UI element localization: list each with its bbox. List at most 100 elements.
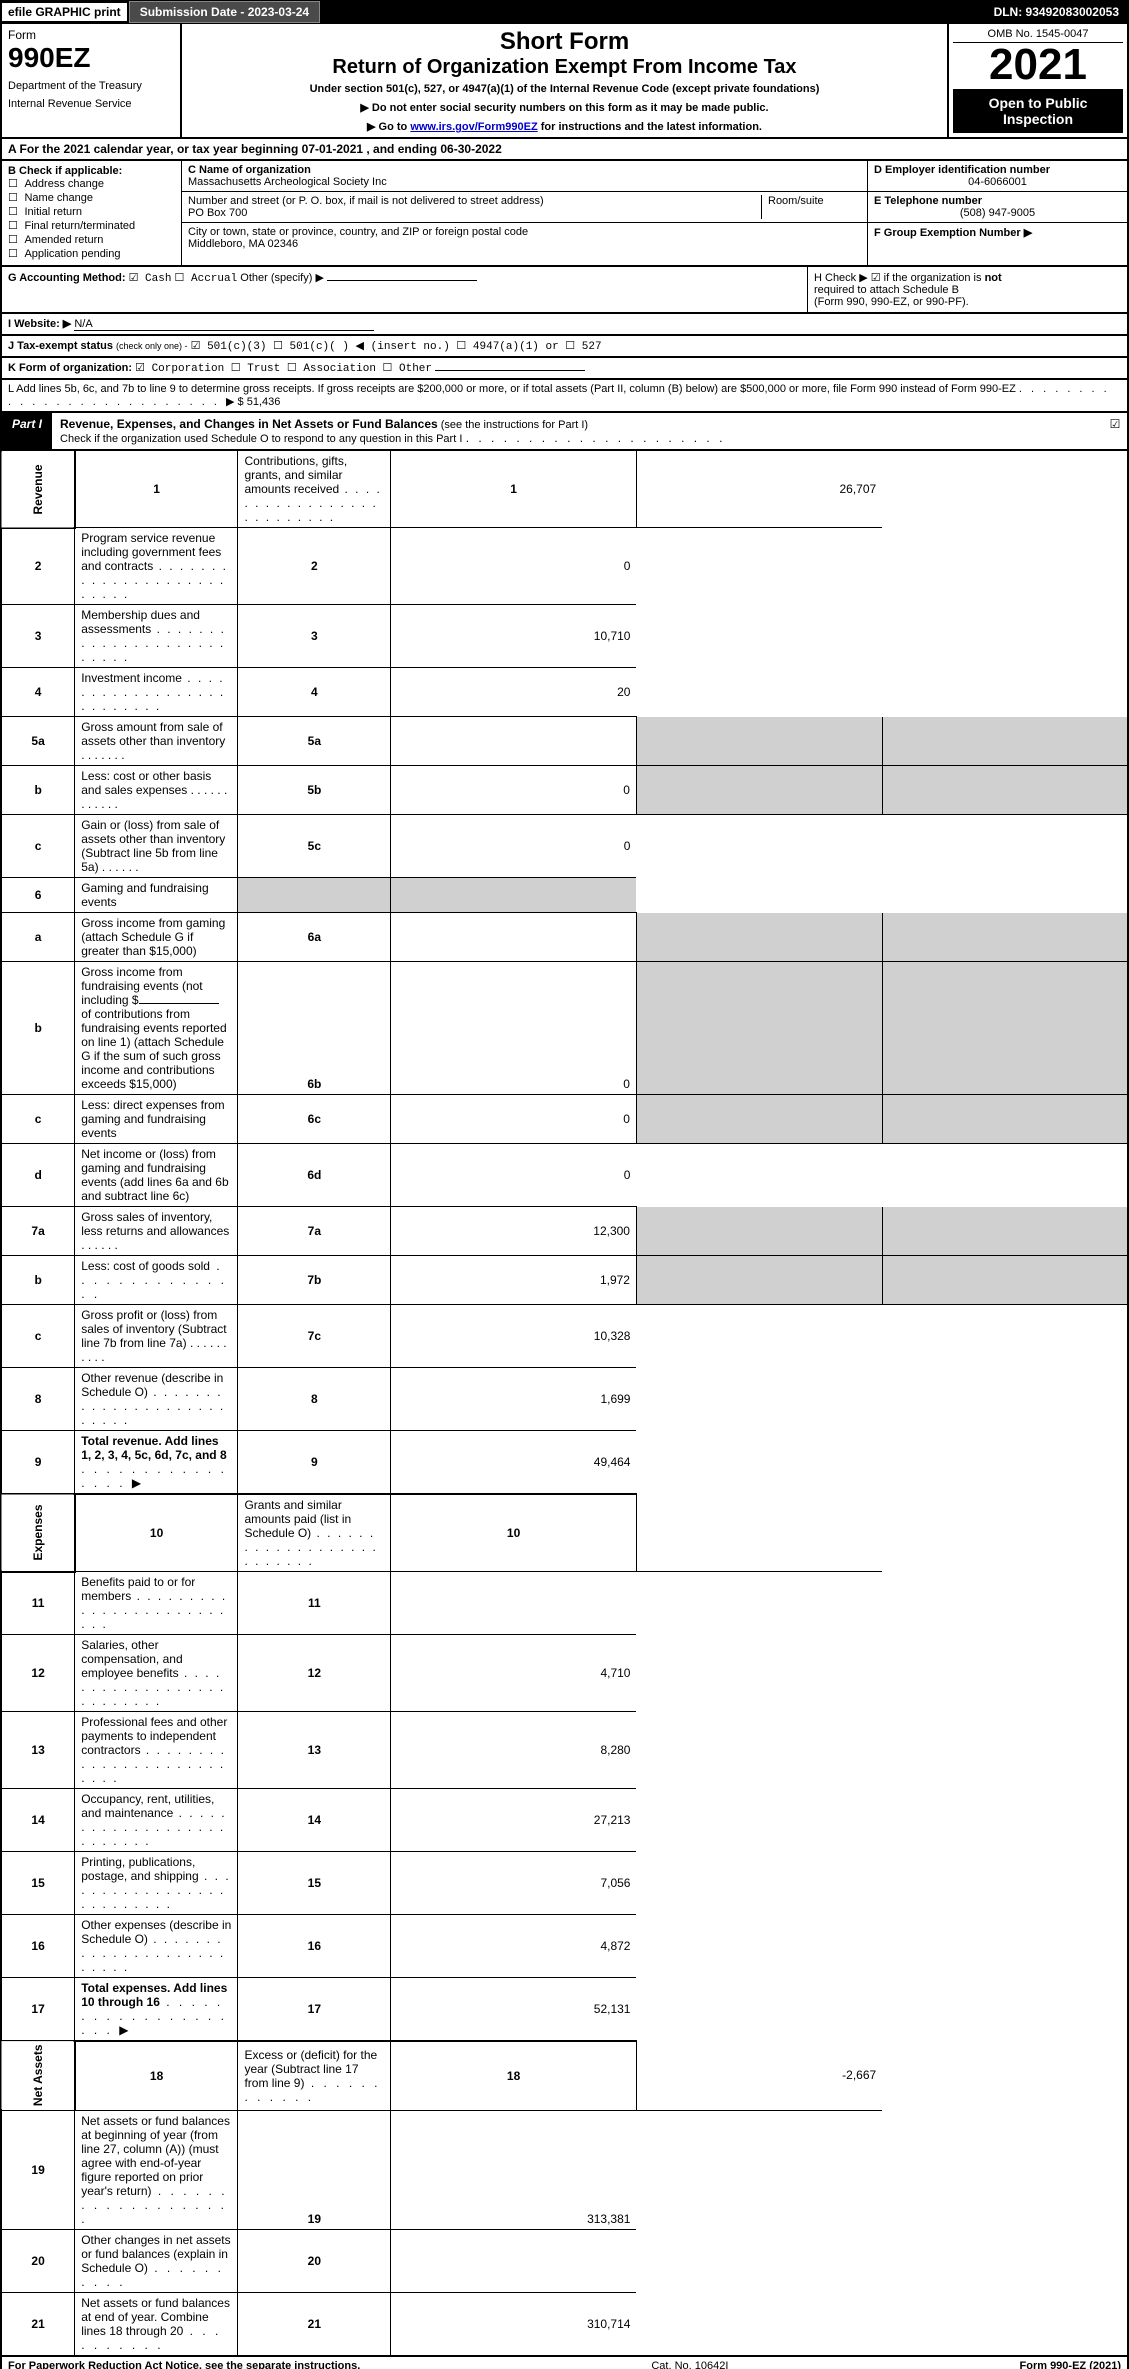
g-other[interactable]: Other (specify) ▶ xyxy=(240,272,324,284)
goto-link-line: ▶ Go to www.irs.gov/Form990EZ for instru… xyxy=(186,120,943,133)
line-12-num: 12 xyxy=(1,1635,75,1712)
section-g: G Accounting Method: ☑ Cash ☐ Accrual Ot… xyxy=(2,267,807,312)
h-not: not xyxy=(985,272,1002,284)
line-2-ln: 2 xyxy=(238,528,391,605)
gh-row: G Accounting Method: ☑ Cash ☐ Accrual Ot… xyxy=(0,267,1129,314)
line-16-num: 16 xyxy=(1,1915,75,1978)
line-7c-num: c xyxy=(1,1305,75,1368)
line-20-desc: Other changes in net assets or fund bala… xyxy=(75,2229,238,2292)
k-opts[interactable]: ☑ Corporation ☐ Trust ☐ Association ☐ Ot… xyxy=(135,363,432,375)
b-header: B Check if applicable: xyxy=(8,165,175,177)
line-7b-num: b xyxy=(1,1256,75,1305)
irs-link[interactable]: www.irs.gov/Form990EZ xyxy=(410,121,537,133)
line-6b-amt-gray xyxy=(882,962,1128,1095)
line-9-ln: 9 xyxy=(238,1431,391,1495)
form-code: 990EZ xyxy=(8,42,174,74)
disclaimer-ssn: ▶ Do not enter social security numbers o… xyxy=(186,101,943,114)
line-4-amt: 20 xyxy=(391,668,637,717)
line-18-num: 18 xyxy=(75,2041,238,2110)
line-7b-ln-gray xyxy=(636,1256,882,1305)
goto-pre: ▶ Go to xyxy=(367,121,410,133)
line-3-amt: 10,710 xyxy=(391,605,637,668)
line-15-amt: 7,056 xyxy=(391,1852,637,1915)
line-5a-ln-gray xyxy=(636,717,882,766)
chk-name-change[interactable]: ☐ Name change xyxy=(8,191,175,205)
top-bar: efile GRAPHIC print Submission Date - 20… xyxy=(0,0,1129,24)
line-9-num: 9 xyxy=(1,1431,75,1495)
section-l: L Add lines 5b, 6c, and 7b to line 9 to … xyxy=(0,380,1129,413)
tel-value: (508) 947-9005 xyxy=(874,207,1121,219)
line-6c-mn: 6c xyxy=(238,1095,391,1144)
i-value: N/A xyxy=(74,318,92,330)
g-accrual[interactable]: ☐ Accrual xyxy=(175,273,238,285)
section-a: A For the 2021 calendar year, or tax yea… xyxy=(0,139,1129,161)
part1-checkline: Check if the organization used Schedule … xyxy=(60,433,462,445)
line-6b-desc: Gross income from fundraising events (no… xyxy=(75,962,238,1095)
part1-title: Revenue, Expenses, and Changes in Net As… xyxy=(52,413,1103,449)
h-text2: required to attach Schedule B xyxy=(814,284,959,296)
line-5a-num: 5a xyxy=(1,717,75,766)
ein-value: 04-6066001 xyxy=(874,176,1121,188)
i-label: I Website: ▶ xyxy=(8,318,71,330)
line-7a-mn: 7a xyxy=(238,1207,391,1256)
line-15-ln: 15 xyxy=(238,1852,391,1915)
chk-final-return[interactable]: ☐ Final return/terminated xyxy=(8,219,175,233)
part1-tag: Part I xyxy=(2,413,52,449)
j-label: J Tax-exempt status xyxy=(8,340,113,352)
line-13-desc: Professional fees and other payments to … xyxy=(75,1712,238,1789)
address-value: PO Box 700 xyxy=(188,207,247,219)
line-2-num: 2 xyxy=(1,528,75,605)
line-7a-num: 7a xyxy=(1,1207,75,1256)
line-2-amt: 0 xyxy=(391,528,637,605)
g-cash[interactable]: ☑ Cash xyxy=(129,273,172,285)
line-7c-amt: 10,328 xyxy=(391,1305,637,1368)
line-6a-num: a xyxy=(1,913,75,962)
line-15-desc: Printing, publications, postage, and shi… xyxy=(75,1852,238,1915)
line-16-ln: 16 xyxy=(238,1915,391,1978)
city-label: City or town, state or province, country… xyxy=(188,226,528,238)
line-6a-mv xyxy=(391,913,637,962)
group-row: F Group Exemption Number ▶ xyxy=(868,223,1127,242)
footer-cat: Cat. No. 10642I xyxy=(360,2360,1019,2369)
tel-row: E Telephone number (508) 947-9005 xyxy=(868,192,1127,223)
org-name-row: C Name of organization Massachusetts Arc… xyxy=(182,161,867,192)
line-11-ln: 11 xyxy=(238,1572,391,1635)
line-5c-ln: 5c xyxy=(238,815,391,878)
line-5b-num: b xyxy=(1,766,75,815)
j-opts[interactable]: ☑ 501(c)(3) ☐ 501(c)( ) ◀ (insert no.) ☐… xyxy=(191,341,602,353)
line-7a-mv: 12,300 xyxy=(391,1207,637,1256)
line-16-desc: Other expenses (describe in Schedule O) xyxy=(75,1915,238,1978)
line-6a-mn: 6a xyxy=(238,913,391,962)
city-row: City or town, state or province, country… xyxy=(182,223,867,253)
line-14-ln: 14 xyxy=(238,1789,391,1852)
k-label: K Form of organization: xyxy=(8,362,132,374)
line-6a-desc: Gross income from gaming (attach Schedul… xyxy=(75,913,238,962)
line-4-desc: Investment income xyxy=(75,668,238,717)
revenue-table: Revenue 1 Contributions, gifts, grants, … xyxy=(0,451,1129,2357)
group-label: F Group Exemption Number ▶ xyxy=(874,226,1121,239)
chk-address-change[interactable]: ☐ Address change xyxy=(8,177,175,191)
chk-initial-return[interactable]: ☐ Initial return xyxy=(8,205,175,219)
chk-amended-return[interactable]: ☐ Amended return xyxy=(8,233,175,247)
org-name-label: C Name of organization xyxy=(188,164,311,176)
line-6-desc: Gaming and fundraising events xyxy=(75,878,238,913)
h-text3: (Form 990, 990-EZ, or 990-PF). xyxy=(814,296,969,308)
line-5c-num: c xyxy=(1,815,75,878)
line-9-amt: 49,464 xyxy=(391,1431,637,1495)
return-title: Return of Organization Exempt From Incom… xyxy=(186,56,943,79)
part1-schedule-o-check[interactable]: ☑ xyxy=(1103,413,1127,449)
line-10-amt xyxy=(636,1494,882,1572)
footer-right: Form 990-EZ (2021) xyxy=(1020,2360,1122,2369)
chk-application-pending[interactable]: ☐ Application pending xyxy=(8,247,175,261)
form-label: Form xyxy=(8,28,174,42)
line-19-amt: 313,381 xyxy=(391,2110,637,2229)
header-right: OMB No. 1545-0047 2021 Open to Public In… xyxy=(947,24,1127,137)
efile-label: efile GRAPHIC print xyxy=(2,3,127,21)
line-6b-num: b xyxy=(1,962,75,1095)
line-7a-desc: Gross sales of inventory, less returns a… xyxy=(75,1207,238,1256)
submission-date-button[interactable]: Submission Date - 2023-03-24 xyxy=(129,1,320,23)
section-h: H Check ▶ ☑ if the organization is not r… xyxy=(807,267,1127,312)
line-7a-amt-gray xyxy=(882,1207,1128,1256)
section-b: B Check if applicable: ☐ Address change … xyxy=(2,161,182,265)
section-c: C Name of organization Massachusetts Arc… xyxy=(182,161,867,265)
